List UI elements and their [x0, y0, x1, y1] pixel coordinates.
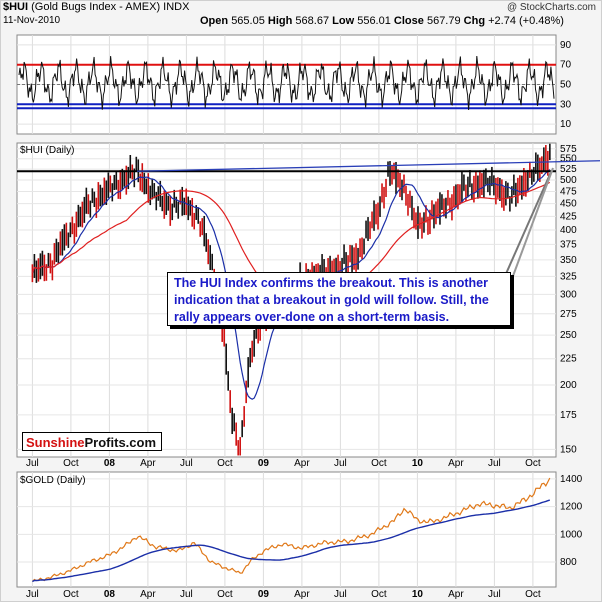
x-tick-label: Jul	[26, 458, 39, 469]
x-tick-label: Apr	[448, 589, 464, 600]
price-tick-label: 500	[560, 175, 577, 186]
x-tick-label: 08	[104, 458, 116, 469]
rsi-tick-label: 30	[560, 99, 572, 110]
logo-part-profits: Profits.com	[84, 435, 157, 450]
price-tick-label: 250	[560, 330, 577, 341]
x-tick-label: 08	[104, 589, 116, 600]
x-tick-label: Apr	[448, 458, 464, 469]
x-tick-label: Oct	[63, 589, 79, 600]
gold-tick-label: 1200	[560, 502, 583, 513]
x-tick-label: Oct	[217, 589, 233, 600]
x-tick-label: 10	[412, 589, 424, 600]
price-tick-label: 425	[560, 211, 577, 222]
x-tick-label: Apr	[140, 589, 156, 600]
gold-panel-title: $GOLD (Daily)	[20, 475, 86, 486]
high-value: 568.67	[295, 15, 330, 27]
chart-header: $HUI (Gold Bugs Index - AMEX) INDX	[3, 1, 189, 13]
gold-tick-label: 800	[560, 557, 577, 568]
rsi-tick-label: 10	[560, 119, 572, 130]
gold-price-line	[31, 477, 551, 582]
gold-panel-frame	[16, 471, 557, 588]
low-value: 556.01	[357, 15, 391, 27]
x-tick-label: Jul	[180, 458, 193, 469]
rsi-tick-label: 50	[560, 80, 572, 91]
price-tick-label: 475	[560, 187, 577, 198]
trend-line	[137, 160, 601, 172]
high-label: High	[267, 15, 293, 27]
rsi-line	[18, 55, 555, 111]
price-tick-label: 550	[560, 154, 577, 165]
pointer-line	[504, 171, 552, 277]
price-tick-label: 175	[560, 410, 577, 421]
x-tick-label: Apr	[294, 458, 310, 469]
sunshine-profits-logo: SunshineProfits.com	[22, 432, 162, 451]
stockcharts-watermark: @ StockCharts.com	[506, 2, 596, 13]
x-tick-label: Oct	[371, 458, 387, 469]
x-tick-label: Oct	[371, 589, 387, 600]
x-tick-label: 10	[412, 458, 424, 469]
chg-value: +2.74 (+0.48%)	[488, 15, 564, 27]
price-tick-label: 275	[560, 309, 577, 320]
price-panel-title: $HUI (Daily)	[20, 145, 74, 156]
open-value: 565.05	[231, 15, 265, 27]
ohlc-readout: Open 565.05 High 568.67 Low 556.01 Close…	[200, 15, 564, 27]
close-value: 567.79	[426, 15, 461, 27]
x-tick-label: Oct	[525, 589, 541, 600]
gold-tick-label: 1000	[560, 529, 583, 540]
rsi-tick-label: 90	[560, 40, 572, 51]
price-tick-label: 450	[560, 199, 577, 210]
symbol-label: $HUI	[3, 1, 29, 13]
close-label: Close	[393, 15, 424, 27]
x-tick-label: Jul	[334, 458, 347, 469]
chg-label: Chg	[463, 15, 486, 27]
price-tick-label: 200	[560, 380, 577, 391]
x-tick-label: Jul	[334, 589, 347, 600]
gold-ma-line	[32, 499, 551, 583]
x-tick-label: Oct	[525, 458, 541, 469]
price-tick-label: 400	[560, 225, 577, 236]
price-tick-label: 150	[560, 444, 577, 455]
rsi-tick-label: 70	[560, 60, 572, 71]
low-label: Low	[332, 15, 355, 27]
x-tick-label: 09	[258, 458, 270, 469]
gold-tick-label: 1400	[560, 474, 583, 485]
x-tick-label: Jul	[488, 589, 501, 600]
date-label: 11-Nov-2010	[3, 15, 61, 26]
pointer-line	[512, 167, 554, 277]
price-tick-label: 225	[560, 354, 577, 365]
price-tick-label: 525	[560, 164, 577, 175]
annotation-box: The HUI Index confirms the breakout. Thi…	[167, 272, 511, 326]
x-tick-label: Apr	[140, 458, 156, 469]
logo-part-sunshine: Sunshine	[26, 435, 85, 450]
price-tick-label: 575	[560, 144, 577, 155]
price-tick-label: 350	[560, 255, 577, 266]
index-name: (Gold Bugs Index - AMEX) INDX	[31, 1, 190, 13]
price-tick-label: 375	[560, 239, 577, 250]
price-tick-label: 325	[560, 271, 577, 282]
x-tick-label: Jul	[180, 589, 193, 600]
price-tick-label: 300	[560, 289, 577, 300]
x-tick-label: Jul	[26, 589, 39, 600]
x-tick-label: Apr	[294, 589, 310, 600]
x-tick-label: Oct	[217, 458, 233, 469]
x-tick-label: 09	[258, 589, 270, 600]
x-tick-label: Jul	[488, 458, 501, 469]
open-label: Open	[200, 15, 229, 27]
x-tick-label: Oct	[63, 458, 79, 469]
